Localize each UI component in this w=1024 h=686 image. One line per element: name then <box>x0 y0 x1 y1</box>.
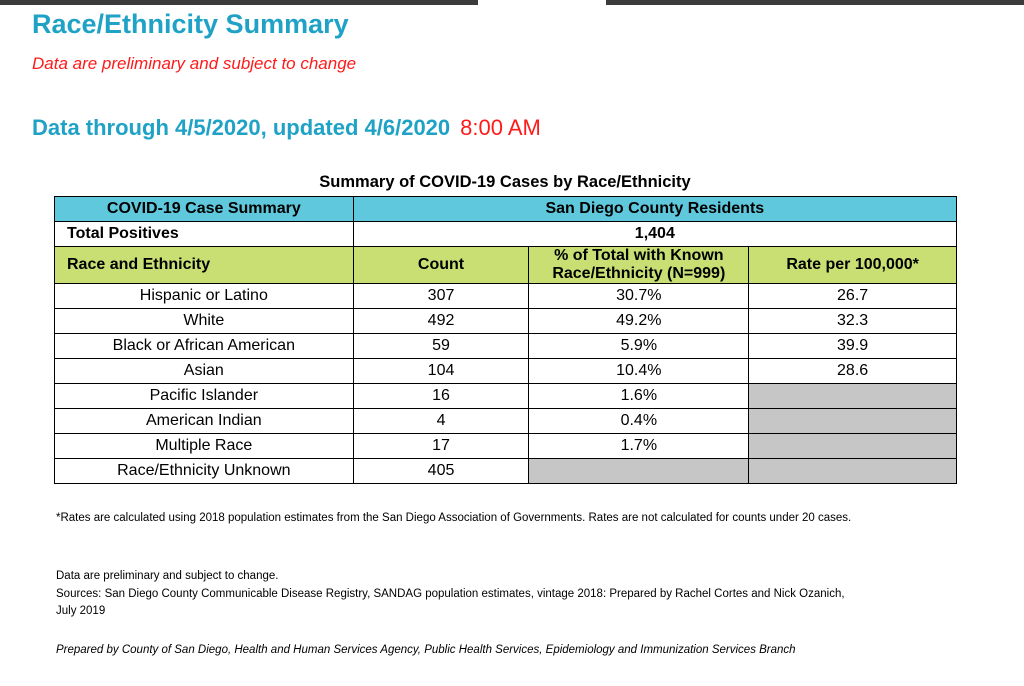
rate-cell: 28.6 <box>748 358 957 384</box>
data-date-line: Data through 4/5/2020, updated 4/6/2020 8… <box>32 115 541 141</box>
race-ethnicity-table: COVID-19 Case Summary San Diego County R… <box>54 196 958 484</box>
residents-header: San Diego County Residents <box>352 196 958 222</box>
update-time: 8:00 AM <box>460 115 541 140</box>
count-cell: 492 <box>352 308 530 334</box>
pct-cell: 0.4% <box>528 408 750 434</box>
rate-column-header: Rate per 100,000* <box>748 246 957 284</box>
pct-cell: 1.6% <box>528 383 750 409</box>
count-column-header: Count <box>352 246 530 284</box>
rate-cell: 39.9 <box>748 333 957 359</box>
preliminary-subtitle: Data are preliminary and subject to chan… <box>32 54 357 73</box>
race-column-header: Race and Ethnicity <box>54 246 354 284</box>
rate-cell <box>748 458 957 484</box>
rate-cell <box>748 408 957 434</box>
top-bar <box>0 0 1024 5</box>
table-row: Hispanic or Latino 307 30.7% 26.7 <box>54 283 957 309</box>
table-row: Black or African American 59 5.9% 39.9 <box>54 333 957 359</box>
total-positives-label: Total Positives <box>54 221 354 247</box>
sources-text: Sources: San Diego County Communicable D… <box>56 587 845 618</box>
table-row: Multiple Race 17 1.7% <box>54 433 957 459</box>
count-cell: 405 <box>352 458 530 484</box>
table-title: Summary of COVID-19 Cases by Race/Ethnic… <box>319 173 691 191</box>
pct-cell: 30.7% <box>528 283 750 309</box>
rate-cell: 32.3 <box>748 308 957 334</box>
prepared-by-note: Prepared by County of San Diego, Health … <box>56 644 796 656</box>
sources-note: Data are preliminary and subject to chan… <box>56 568 856 621</box>
pct-cell <box>528 458 750 484</box>
pct-cell: 5.9% <box>528 333 750 359</box>
page-title: Race/Ethnicity Summary <box>32 9 349 39</box>
count-cell: 17 <box>352 433 530 459</box>
table-row: American Indian 4 0.4% <box>54 408 957 434</box>
count-cell: 16 <box>352 383 530 409</box>
top-bar-gap <box>478 0 606 5</box>
table-row: Pacific Islander 16 1.6% <box>54 383 957 409</box>
race-cell: Multiple Race <box>54 433 354 459</box>
race-cell: Pacific Islander <box>54 383 354 409</box>
pct-cell: 49.2% <box>528 308 750 334</box>
total-positives-value: 1,404 <box>352 221 958 247</box>
pct-cell: 10.4% <box>528 358 750 384</box>
race-cell: White <box>54 308 354 334</box>
count-cell: 59 <box>352 333 530 359</box>
rate-cell: 26.7 <box>748 283 957 309</box>
rate-cell <box>748 383 957 409</box>
pct-cell: 1.7% <box>528 433 750 459</box>
table-row: Asian 104 10.4% 28.6 <box>54 358 957 384</box>
rate-cell <box>748 433 957 459</box>
table-row: White 492 49.2% 32.3 <box>54 308 957 334</box>
race-cell: Hispanic or Latino <box>54 283 354 309</box>
case-summary-header: COVID-19 Case Summary <box>54 196 354 222</box>
race-cell: Black or African American <box>54 333 354 359</box>
total-positives-row: Total Positives 1,404 <box>54 221 958 247</box>
preliminary-note: Data are preliminary and subject to chan… <box>56 570 279 582</box>
data-through-text: Data through 4/5/2020, updated 4/6/2020 <box>32 115 451 140</box>
race-cell: Race/Ethnicity Unknown <box>54 458 354 484</box>
race-cell: American Indian <box>54 408 354 434</box>
table-header-row: COVID-19 Case Summary San Diego County R… <box>54 196 958 222</box>
count-cell: 307 <box>352 283 530 309</box>
race-cell: Asian <box>54 358 354 384</box>
count-cell: 104 <box>352 358 530 384</box>
count-cell: 4 <box>352 408 530 434</box>
column-header-row: Race and Ethnicity Count % of Total with… <box>54 246 957 284</box>
pct-column-header: % of Total with Known Race/Ethnicity (N=… <box>528 246 750 284</box>
rates-footnote: *Rates are calculated using 2018 populat… <box>56 512 852 524</box>
table-row: Race/Ethnicity Unknown 405 <box>54 458 957 484</box>
